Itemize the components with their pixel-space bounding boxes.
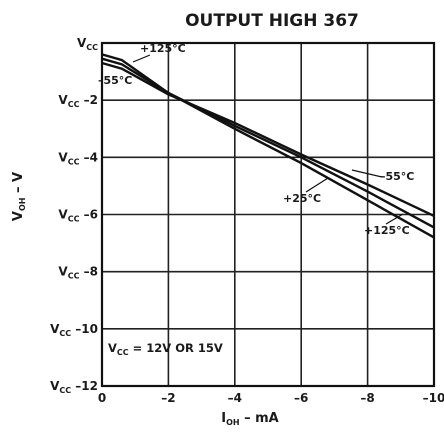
series-label-25-leader (305, 177, 329, 193)
x-tick-label-2: –4 (228, 391, 242, 405)
series-label-125-right-leader (385, 213, 404, 225)
series-label-25: +25°C (283, 192, 321, 205)
y-tick-label-5: VCC –10 (50, 322, 98, 338)
x-tick-label-4: –8 (360, 391, 374, 405)
plot-frame (100, 41, 436, 388)
y-tick-label-0: VCC (77, 36, 98, 52)
series-label-125-right: +125°C (364, 224, 410, 237)
x-tick-label-0: 0 (98, 391, 106, 405)
series-label-55-right-leader (351, 169, 383, 178)
series-label-125-top-leader (132, 54, 151, 63)
curves (101, 53, 435, 239)
series-label-55-left: –55°C (98, 74, 132, 87)
y-tick-label-3: VCC –6 (58, 208, 98, 224)
y-tick-label-1: VCC –2 (58, 93, 98, 109)
series-label-125-top: +125°C (140, 42, 186, 55)
series-line-1 (101, 57, 435, 229)
series-line-2 (101, 61, 435, 217)
x-tick-label-5: –10 (423, 391, 444, 405)
chart-title: OUTPUT HIGH 367 (185, 11, 359, 31)
tick-labels: 0 –2 –4 –6 –8 –10 VCC VCC –2 VCC –4 VCC –6 VCC –8 V… (50, 36, 444, 405)
vcc-annotation: VCC = 12V OR 15V (108, 341, 223, 357)
x-tick-label-3: –6 (294, 391, 308, 405)
y-tick-label-2: VCC –4 (58, 150, 98, 166)
x-axis-label: IOH – mA (221, 411, 279, 427)
x-tick-label-1: –2 (161, 391, 175, 405)
grid (100, 41, 436, 388)
series-line-0 (101, 53, 435, 239)
y-tick-label-6: VCC –12 (50, 379, 98, 395)
series-label-55-right: –55°C (380, 170, 414, 183)
y-axis-label: VOH – V (11, 172, 27, 221)
y-tick-label-4: VCC –8 (58, 265, 98, 281)
axis-labels: IOH – mA VOH – V (11, 172, 279, 427)
series-labels: +125°C –55°C –55°C +25°C +125°C (98, 42, 414, 237)
annotation: VCC = 12V OR 15V (108, 341, 223, 357)
